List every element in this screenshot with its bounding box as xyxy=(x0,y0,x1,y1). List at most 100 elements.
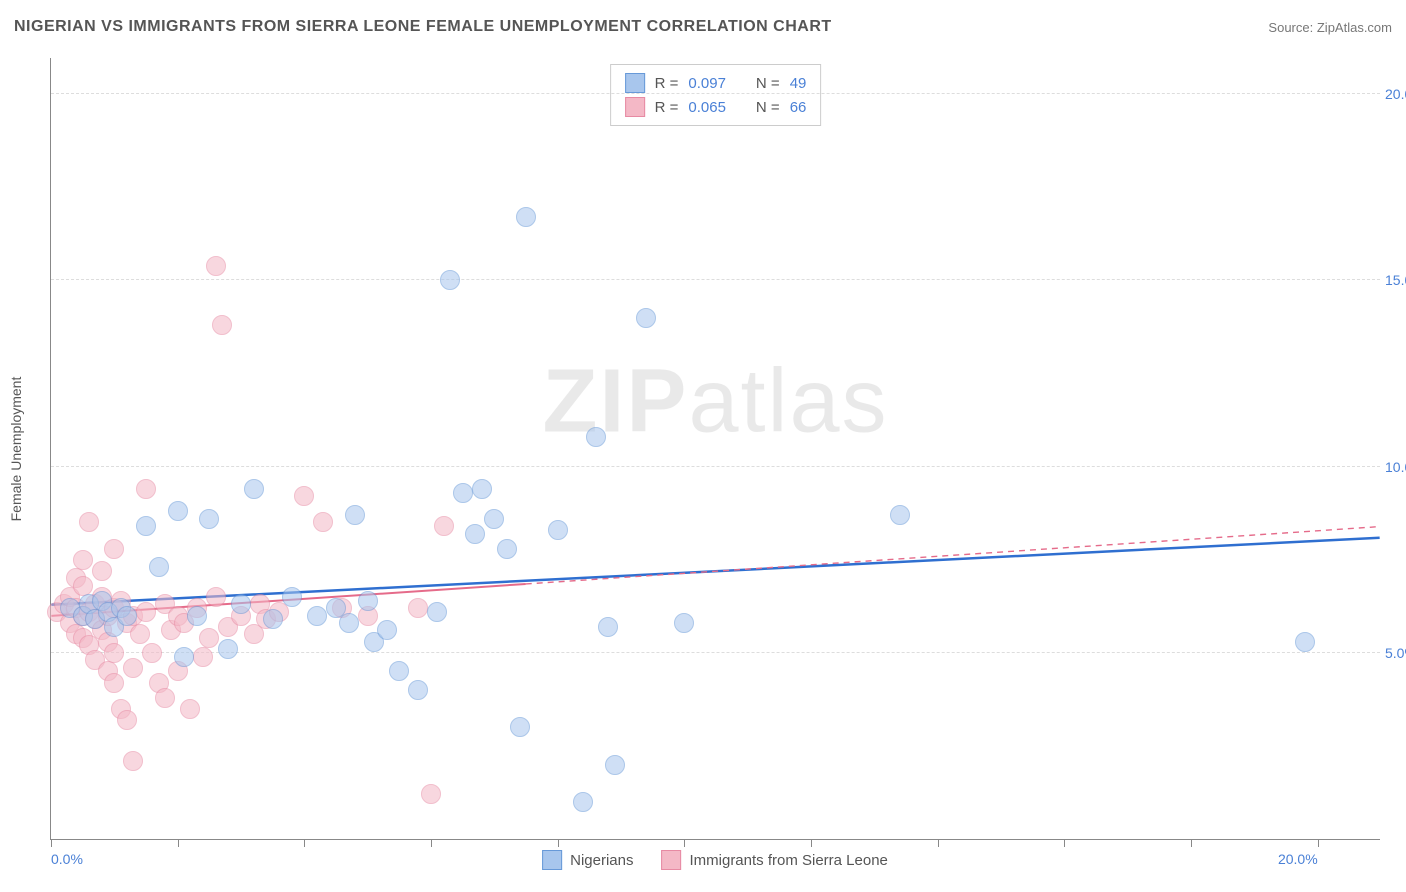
legend-row-0: R = 0.097 N = 49 xyxy=(625,71,807,95)
trend-line-dashed xyxy=(526,527,1380,584)
scatter-point xyxy=(136,516,156,536)
watermark-bold: ZIP xyxy=(542,351,688,451)
series-legend: Nigerians Immigrants from Sierra Leone xyxy=(542,850,888,870)
scatter-point xyxy=(377,620,397,640)
scatter-point xyxy=(149,557,169,577)
r-value-0: 0.097 xyxy=(688,75,726,92)
scatter-point xyxy=(497,539,517,559)
source-label: Source: xyxy=(1268,20,1313,35)
scatter-point xyxy=(510,717,530,737)
scatter-point xyxy=(294,486,314,506)
x-tick xyxy=(938,839,939,847)
scatter-point xyxy=(155,688,175,708)
scatter-point xyxy=(358,591,378,611)
scatter-point xyxy=(199,509,219,529)
scatter-point xyxy=(244,479,264,499)
legend-item-0: Nigerians xyxy=(542,850,633,870)
scatter-point xyxy=(218,639,238,659)
scatter-point xyxy=(187,606,207,626)
scatter-point xyxy=(73,550,93,570)
gridline xyxy=(51,279,1380,280)
scatter-point xyxy=(174,647,194,667)
watermark-light: atlas xyxy=(688,351,888,451)
scatter-point xyxy=(313,512,333,532)
scatter-point xyxy=(427,602,447,622)
x-tick xyxy=(431,839,432,847)
legend-swatch-0 xyxy=(625,73,645,93)
y-tick-label: 10.0% xyxy=(1385,459,1406,475)
x-tick xyxy=(178,839,179,847)
y-tick-label: 15.0% xyxy=(1385,272,1406,288)
x-tick xyxy=(1064,839,1065,847)
x-tick xyxy=(1318,839,1319,847)
scatter-point xyxy=(104,643,124,663)
scatter-point xyxy=(130,624,150,644)
scatter-point xyxy=(79,512,99,532)
y-axis-label: Female Unemployment xyxy=(8,377,24,522)
scatter-point xyxy=(484,509,504,529)
r-value-1: 0.065 xyxy=(688,99,726,116)
scatter-point xyxy=(573,792,593,812)
y-tick-label: 20.0% xyxy=(1385,86,1406,102)
scatter-point xyxy=(605,755,625,775)
scatter-point xyxy=(345,505,365,525)
trend-line-solid xyxy=(51,538,1379,605)
legend-swatch-1 xyxy=(625,97,645,117)
x-tick xyxy=(558,839,559,847)
x-tick xyxy=(304,839,305,847)
scatter-point xyxy=(136,602,156,622)
scatter-point xyxy=(465,524,485,544)
n-label: N = xyxy=(756,75,780,92)
source-attribution: Source: ZipAtlas.com xyxy=(1268,20,1392,35)
correlation-legend: R = 0.097 N = 49 R = 0.065 N = 66 xyxy=(610,64,822,126)
x-tick xyxy=(1191,839,1192,847)
x-tick xyxy=(51,839,52,847)
gridline xyxy=(51,466,1380,467)
scatter-point xyxy=(408,680,428,700)
legend-row-1: R = 0.065 N = 66 xyxy=(625,95,807,119)
x-tick xyxy=(811,839,812,847)
legend-item-1: Immigrants from Sierra Leone xyxy=(661,850,887,870)
scatter-point xyxy=(231,594,251,614)
scatter-point xyxy=(440,270,460,290)
n-label: N = xyxy=(756,99,780,116)
scatter-point xyxy=(408,598,428,618)
scatter-point xyxy=(548,520,568,540)
scatter-point xyxy=(193,647,213,667)
scatter-point xyxy=(199,628,219,648)
r-label: R = xyxy=(655,99,679,116)
scatter-point xyxy=(586,427,606,447)
scatter-point xyxy=(123,658,143,678)
legend-swatch-sierra-leone xyxy=(661,850,681,870)
legend-label-0: Nigerians xyxy=(570,852,633,869)
scatter-point xyxy=(123,751,143,771)
scatter-point xyxy=(282,587,302,607)
scatter-point xyxy=(263,609,283,629)
legend-swatch-nigerians xyxy=(542,850,562,870)
n-value-0: 49 xyxy=(790,75,807,92)
trend-lines xyxy=(51,58,1380,839)
y-tick-label: 5.0% xyxy=(1385,645,1406,661)
scatter-point xyxy=(434,516,454,536)
scatter-point xyxy=(206,256,226,276)
chart-title: NIGERIAN VS IMMIGRANTS FROM SIERRA LEONE… xyxy=(14,18,832,36)
scatter-point xyxy=(117,606,137,626)
scatter-point xyxy=(516,207,536,227)
scatter-point xyxy=(92,561,112,581)
n-value-1: 66 xyxy=(790,99,807,116)
scatter-point xyxy=(168,501,188,521)
scatter-point xyxy=(117,710,137,730)
plot-region: ZIPatlas R = 0.097 N = 49 R = 0.065 N = … xyxy=(50,58,1380,840)
scatter-point xyxy=(636,308,656,328)
scatter-point xyxy=(73,576,93,596)
scatter-point xyxy=(472,479,492,499)
x-tick xyxy=(684,839,685,847)
scatter-point xyxy=(142,643,162,663)
r-label: R = xyxy=(655,75,679,92)
scatter-point xyxy=(453,483,473,503)
source-link[interactable]: ZipAtlas.com xyxy=(1317,20,1392,35)
scatter-point xyxy=(598,617,618,637)
scatter-point xyxy=(206,587,226,607)
scatter-point xyxy=(1295,632,1315,652)
scatter-point xyxy=(339,613,359,633)
